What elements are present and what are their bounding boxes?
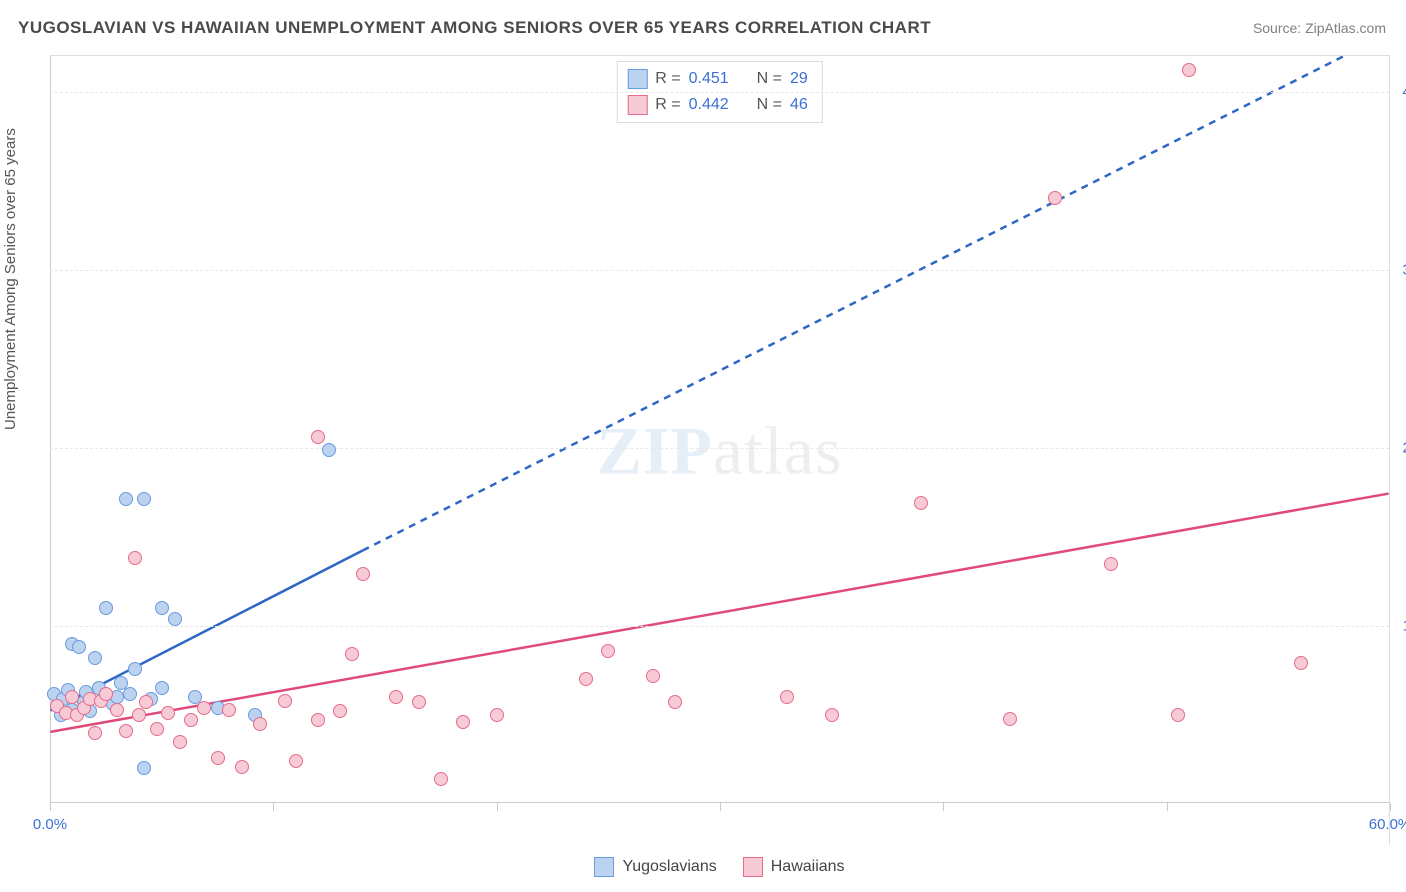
- data-point-hawaiians: [668, 695, 682, 709]
- y-tick-label: 30.0%: [1402, 261, 1406, 278]
- y-tick-label: 40.0%: [1402, 83, 1406, 100]
- n-label: N =: [757, 92, 782, 118]
- data-point-hawaiians: [579, 672, 593, 686]
- data-point-hawaiians: [311, 430, 325, 444]
- data-point-hawaiians: [110, 703, 124, 717]
- plot-area: ZIPatlas R = 0.451 N = 29 R = 0.442 N = …: [50, 55, 1390, 845]
- data-point-yugoslavians: [128, 662, 142, 676]
- data-point-hawaiians: [646, 669, 660, 683]
- stats-legend-row-1: R = 0.442 N = 46: [627, 92, 807, 118]
- n-label: N =: [757, 66, 782, 92]
- data-point-yugoslavians: [137, 492, 151, 506]
- data-point-hawaiians: [345, 647, 359, 661]
- data-point-hawaiians: [253, 717, 267, 731]
- series-name-0: Yugoslavians: [622, 858, 716, 876]
- watermark-part2: atlas: [713, 412, 843, 488]
- data-point-hawaiians: [197, 701, 211, 715]
- chart-title: YUGOSLAVIAN VS HAWAIIAN UNEMPLOYMENT AMO…: [18, 18, 931, 38]
- gridline: [50, 92, 1389, 93]
- series-legend: Yugoslavians Hawaiians: [50, 857, 1389, 877]
- n-value-1: 46: [790, 92, 808, 118]
- data-point-hawaiians: [119, 724, 133, 738]
- data-point-yugoslavians: [322, 443, 336, 457]
- data-point-hawaiians: [184, 713, 198, 727]
- x-tick-label: 0.0%: [33, 816, 67, 833]
- r-value-1: 0.442: [689, 92, 741, 118]
- data-point-hawaiians: [1104, 557, 1118, 571]
- data-point-hawaiians: [1171, 708, 1185, 722]
- swatch-yugoslavians: [627, 69, 647, 89]
- x-tick-mark: [273, 803, 274, 811]
- r-value-0: 0.451: [689, 66, 741, 92]
- data-point-hawaiians: [914, 496, 928, 510]
- gridline: [50, 626, 1389, 627]
- x-tick-mark: [497, 803, 498, 811]
- data-point-hawaiians: [211, 751, 225, 765]
- data-point-hawaiians: [333, 704, 347, 718]
- data-point-hawaiians: [222, 703, 236, 717]
- x-tick-label: 60.0%: [1369, 816, 1406, 833]
- data-point-hawaiians: [161, 706, 175, 720]
- source-label: Source: ZipAtlas.com: [1253, 20, 1386, 36]
- data-point-hawaiians: [356, 567, 370, 581]
- gridline: [50, 270, 1389, 271]
- swatch-hawaiians: [627, 95, 647, 115]
- data-point-hawaiians: [389, 690, 403, 704]
- data-point-hawaiians: [235, 760, 249, 774]
- data-point-hawaiians: [490, 708, 504, 722]
- stats-legend-row-0: R = 0.451 N = 29: [627, 66, 807, 92]
- data-point-yugoslavians: [168, 612, 182, 626]
- data-point-hawaiians: [173, 735, 187, 749]
- data-point-hawaiians: [1182, 63, 1196, 77]
- watermark-part1: ZIP: [597, 412, 713, 488]
- data-point-hawaiians: [278, 694, 292, 708]
- data-point-yugoslavians: [88, 651, 102, 665]
- data-point-hawaiians: [289, 754, 303, 768]
- series-legend-item-0: Yugoslavians: [594, 857, 716, 877]
- data-point-hawaiians: [99, 687, 113, 701]
- data-point-hawaiians: [434, 772, 448, 786]
- data-point-hawaiians: [311, 713, 325, 727]
- data-point-hawaiians: [150, 722, 164, 736]
- x-tick-mark: [1167, 803, 1168, 811]
- data-point-yugoslavians: [119, 492, 133, 506]
- x-tick-mark: [943, 803, 944, 811]
- y-axis-label: Unemployment Among Seniors over 65 years: [2, 128, 19, 430]
- data-point-hawaiians: [1294, 656, 1308, 670]
- data-point-yugoslavians: [137, 761, 151, 775]
- r-label: R =: [655, 92, 680, 118]
- series-name-1: Hawaiians: [771, 858, 845, 876]
- data-point-hawaiians: [1003, 712, 1017, 726]
- x-tick-mark: [720, 803, 721, 811]
- watermark: ZIPatlas: [597, 411, 843, 490]
- y-tick-label: 10.0%: [1402, 617, 1406, 634]
- data-point-hawaiians: [132, 708, 146, 722]
- data-point-yugoslavians: [72, 640, 86, 654]
- series-legend-item-1: Hawaiians: [743, 857, 845, 877]
- data-point-hawaiians: [88, 726, 102, 740]
- data-point-hawaiians: [780, 690, 794, 704]
- data-point-hawaiians: [825, 708, 839, 722]
- data-point-hawaiians: [128, 551, 142, 565]
- data-point-yugoslavians: [99, 601, 113, 615]
- x-tick-mark: [50, 803, 51, 811]
- data-point-hawaiians: [412, 695, 426, 709]
- data-point-yugoslavians: [155, 681, 169, 695]
- trend-lines: [50, 56, 1389, 845]
- y-tick-label: 20.0%: [1402, 439, 1406, 456]
- swatch-hawaiians: [743, 857, 763, 877]
- data-point-hawaiians: [139, 695, 153, 709]
- swatch-yugoslavians: [594, 857, 614, 877]
- data-point-hawaiians: [1048, 191, 1062, 205]
- x-tick-mark: [1390, 803, 1391, 811]
- gridline: [50, 448, 1389, 449]
- data-point-yugoslavians: [155, 601, 169, 615]
- data-point-hawaiians: [65, 690, 79, 704]
- data-point-yugoslavians: [123, 687, 137, 701]
- data-point-hawaiians: [456, 715, 470, 729]
- r-label: R =: [655, 66, 680, 92]
- data-point-hawaiians: [601, 644, 615, 658]
- n-value-0: 29: [790, 66, 808, 92]
